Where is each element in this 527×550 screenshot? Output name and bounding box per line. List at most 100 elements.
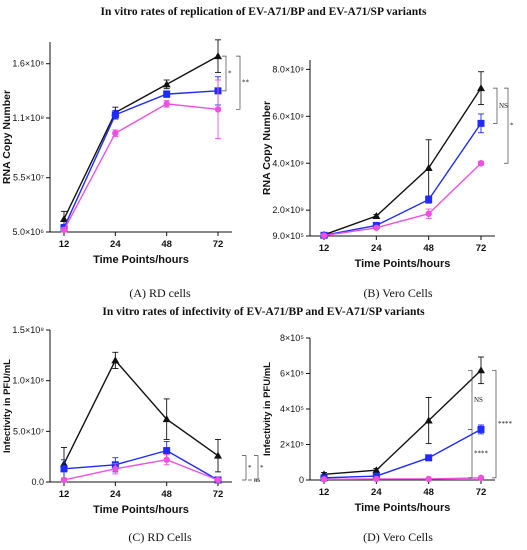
chart-a-sig-bracket [222, 55, 227, 92]
caption-b-text: Vero Cells [379, 286, 433, 300]
chart-b-series-black-point [477, 84, 485, 92]
chart-b-series-black-point [424, 163, 433, 171]
chart-c-sig-bracket [254, 455, 259, 481]
chart-d-series-magenta-point [320, 476, 328, 483]
chart-c-series-blue-line [63, 449, 219, 481]
chart-c-y-axis-label: Infectivity in PFU/mL [2, 359, 13, 453]
chart-d-series-magenta-point [425, 475, 432, 483]
chart-c-series-magenta-point [112, 465, 119, 473]
chart-a-y-tick-label: 5.0×10⁶ [13, 227, 45, 237]
chart-c-sig-label: * [248, 464, 252, 472]
chart-a-x-tick-label: 48 [161, 239, 172, 250]
caption-c-text: RD Cells [144, 530, 192, 544]
caption-b: (B) Vero Cells [298, 286, 498, 301]
chart-d-y-tick-label: 8×10⁵ [280, 333, 304, 343]
chart-d-y-tick-label: 4×10⁵ [280, 404, 304, 414]
caption-d: (D) Vero Cells [298, 530, 498, 545]
chart-b-x-tick-label: 12 [319, 243, 330, 254]
chart-c-sig-bracket [242, 455, 247, 481]
chart-c-x-tick-label: 72 [213, 489, 224, 500]
caption-d-text: Vero Cells [379, 530, 433, 544]
chart-d-series-blue-point [477, 425, 485, 433]
chart-b-x-tick-label: 48 [423, 243, 434, 254]
chart-a-series-magenta-point [112, 130, 119, 137]
chart-b-series-magenta-point [425, 210, 432, 217]
chart-a-series-magenta-point [214, 106, 222, 113]
chart-b-sig-label: NS [499, 102, 508, 110]
caption-c-letter: (C) [128, 530, 145, 544]
chart-a-sig-label: * [228, 69, 232, 77]
chart-a-series-blue-point [163, 90, 171, 98]
chart-c-series-magenta-line [63, 458, 219, 481]
chart-b-sig-bracket [504, 87, 509, 164]
chart-a-series-magenta-line [63, 103, 219, 231]
chart-a-series-black-line [63, 55, 219, 220]
chart-c-series-black-line [63, 359, 219, 465]
chart-d-x-tick-label: 48 [423, 487, 434, 498]
chart-d-series-black-line [323, 369, 482, 476]
chart-d-series-blue-point [425, 454, 433, 462]
chart-a-series-magenta-point [60, 226, 68, 234]
chart-c-series-black-point [111, 356, 120, 364]
chart-b-x-tick-label: 72 [476, 243, 487, 254]
caption-a-letter: (A) [129, 286, 146, 300]
chart-b-series-magenta-line [323, 162, 482, 237]
chart-a-x-tick-label: 12 [59, 239, 70, 250]
chart-a-x-tick-label: 24 [110, 239, 121, 250]
chart-d-sig-bracket [492, 369, 497, 479]
chart-c-series-magenta-point [214, 476, 222, 484]
chart-d-y-axis-label: Infectivity in PFU/mL [262, 362, 273, 456]
chart-b-sig-bracket [493, 87, 498, 124]
chart-b-series-black-point [372, 212, 381, 220]
chart-d-y-tick-label: 2×10⁵ [280, 440, 304, 450]
chart-a-sig-label: ** [242, 79, 250, 87]
chart-c-series-magenta-point [163, 456, 170, 463]
chart-c-x-tick-label: 12 [59, 489, 70, 500]
chart-b-y-tick-label: 4.0×10⁹ [272, 158, 304, 168]
chart-d-sig-label: **** [498, 420, 513, 428]
chart-b-series-blue-line [323, 122, 482, 236]
chart-c-x-tick-label: 48 [161, 489, 172, 500]
chart-a-series-blue-line [63, 90, 219, 228]
chart-a-y-tick-label: 1.6×10⁸ [12, 59, 44, 69]
chart-b-series-blue-point [425, 196, 433, 204]
chart-b-series-black-line [323, 87, 482, 236]
caption-a-text: RD cells [146, 286, 191, 300]
chart-c-series-blue-point [60, 465, 68, 473]
caption-b-letter: (B) [363, 286, 380, 300]
chart-d-series-black-point [424, 416, 433, 424]
chart-c-x-tick-label: 24 [110, 489, 121, 500]
chart-b-y-tick-label: 6.0×10⁹ [272, 111, 304, 121]
chart-d-y-tick-label: 0 [299, 475, 304, 485]
chart-a-y-tick-label: 1.1×10⁸ [12, 113, 44, 123]
caption-a: (A) RD cells [60, 286, 260, 301]
chart-a-series-magenta-point [163, 100, 170, 108]
chart-c-y-tick-label: 1.0×10⁸ [12, 376, 44, 386]
chart-b-y-axis-label: RNA Copy Number [261, 101, 273, 195]
chart-c-x-axis-label: Time Points/hours [93, 504, 189, 516]
chart-d-series-magenta-point [477, 474, 485, 482]
chart-b-sig-label: * [510, 122, 514, 130]
chart-a-series-black-point [214, 52, 222, 60]
chart-b-y-tick-label: 9.0×10⁵ [272, 231, 304, 241]
chart-d-series-black-point [372, 466, 381, 474]
chart-a-series-blue-point [111, 111, 119, 119]
chart-d-sig-label: NS [474, 396, 483, 404]
caption-c: (C) RD Cells [60, 530, 260, 545]
chart-a-x-axis-label: Time Points/hours [93, 254, 189, 266]
chart-b-series-magenta-point [477, 160, 485, 167]
chart-b-series-blue-point [477, 119, 485, 127]
chart-d-x-tick-label: 12 [319, 487, 330, 498]
chart-a-y-axis-label: RNA Copy Number [1, 90, 13, 184]
bottom-title: In vitro rates of infectivity of EV-A71/… [102, 306, 425, 318]
chart-d-sig-label: **** [474, 450, 489, 458]
chart-d-x-tick-label: 72 [476, 487, 487, 498]
chart-b-x-axis-label: Time Points/hours [355, 258, 451, 270]
chart-a-y-tick-label: 5.5×10⁷ [13, 173, 44, 183]
chart-a-series-black-point [162, 80, 171, 88]
top-title: In vitro rates of replication of EV-A71/… [100, 6, 427, 18]
chart-d-sig-bracket [468, 429, 473, 479]
chart-c-series-black-point [162, 415, 171, 423]
chart-d-series-magenta-point [373, 475, 380, 483]
